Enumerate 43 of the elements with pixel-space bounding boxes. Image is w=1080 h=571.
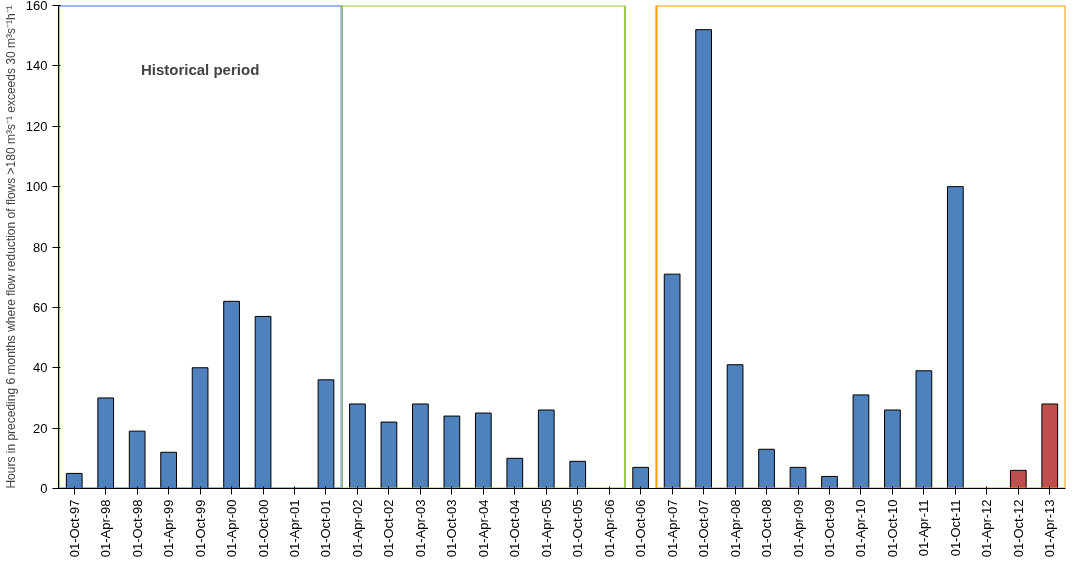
y-tick-label: 100 (25, 179, 48, 195)
x-tick-label: 01-Apr-06 (601, 499, 617, 558)
x-tick-label: 01-Oct-08 (759, 499, 775, 558)
x-tick-label: 01-Oct-12 (1010, 499, 1026, 558)
y-tick-label: 140 (25, 58, 48, 74)
x-tick-label: 01-Apr-03 (412, 499, 428, 558)
x-tick-label: 01-Oct-07 (696, 499, 712, 558)
x-tick-label: 01-Oct-09 (821, 499, 837, 558)
y-tick-label: 160 (25, 0, 48, 13)
x-tick-label: 01-Oct-04 (507, 499, 523, 558)
x-tick-label: 01-Oct-03 (444, 499, 460, 558)
x-tick-label: 01-Apr-00 (224, 499, 240, 558)
x-tick-label: 01-Oct-11 (947, 499, 963, 557)
x-tick-label: 01-Apr-04 (475, 499, 491, 558)
x-tick-label: 01-Apr-09 (790, 499, 806, 558)
x-tick-label: 01-Apr-99 (161, 499, 177, 558)
x-tick-label: 01-Apr-12 (979, 499, 995, 558)
x-tick-label: 01-Oct-99 (192, 499, 208, 558)
x-tick-label: 01-Apr-05 (538, 499, 554, 558)
x-tick-label: 01-Apr-07 (664, 499, 680, 558)
y-tick-label: 80 (33, 239, 48, 255)
x-tick-label: 01-Apr-13 (1042, 499, 1058, 558)
x-tick-label: 01-Oct-02 (381, 499, 397, 558)
x-tick-label: 01-Apr-11 (916, 499, 932, 557)
x-tick-label: 01-Oct-10 (884, 499, 900, 558)
x-tick-label: 01-Apr-10 (853, 499, 869, 558)
x-tick-label: 01-Oct-01 (318, 499, 334, 558)
x-tick-label: 01-Oct-00 (255, 499, 271, 558)
y-tick-label: 0 (40, 481, 48, 496)
x-tick-label: 01-Oct-97 (66, 499, 82, 558)
y-axis-title: Hours in preceding 6 months where flow reduction of flows >180 m³s⁻¹ exceeds 30 m³s⁻¹h⁻¹ (3, 5, 18, 489)
x-tick-label: 01-Apr-08 (727, 499, 743, 558)
x-tick-label: 01-Oct-98 (129, 499, 145, 558)
x-tick-label: 01-Apr-01 (287, 499, 303, 558)
x-tick-label: 01-Apr-02 (349, 499, 365, 558)
annotation: Historical period (140, 60, 260, 78)
y-tick-label: 120 (25, 118, 48, 134)
x-tick-label: 01-Apr-98 (98, 499, 114, 558)
x-tick-label: 01-Oct-05 (570, 499, 586, 558)
x-tick-label: 01-Oct-06 (633, 499, 649, 558)
y-tick-label: 20 (33, 420, 48, 436)
y-tick-label: 40 (33, 360, 48, 376)
y-tick-label: 60 (33, 299, 48, 315)
